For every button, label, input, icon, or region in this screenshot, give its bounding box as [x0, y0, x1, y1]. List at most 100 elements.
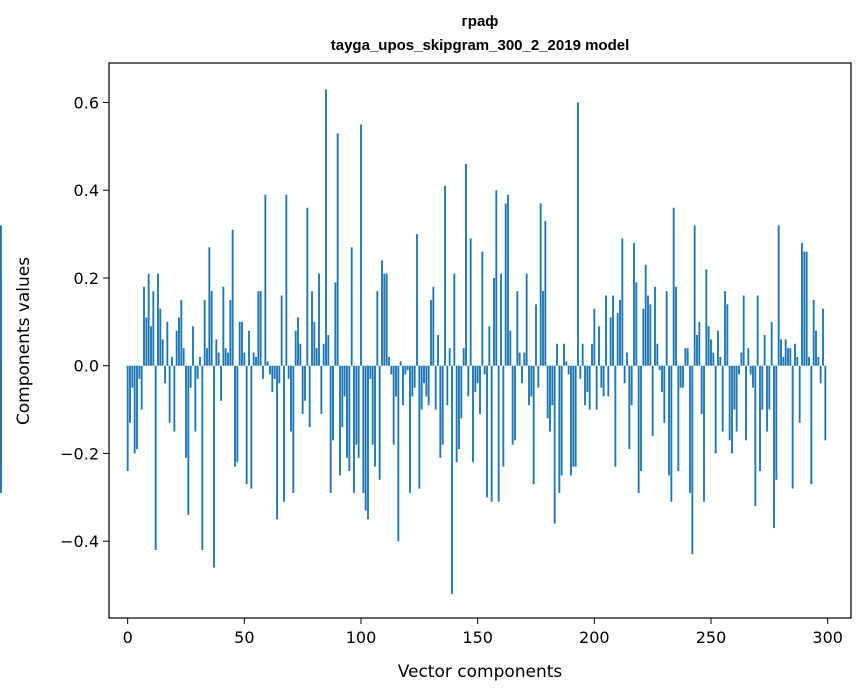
bar [129, 365, 131, 423]
x-tick-label: 0 [123, 628, 133, 647]
bar [187, 365, 190, 515]
bar [327, 335, 330, 366]
bar [402, 365, 404, 406]
bar [684, 348, 687, 366]
bar [346, 365, 348, 458]
bar [381, 260, 383, 366]
bar [147, 273, 150, 366]
bar [486, 365, 488, 498]
bar [231, 229, 234, 366]
bar-series [0, 89, 827, 594]
y-axis: −0.4 −0.2 0.0 0.2 0.4 0.6 [60, 93, 109, 551]
bar [588, 365, 591, 410]
bar [213, 365, 215, 568]
bar [164, 365, 166, 384]
bar [565, 361, 568, 366]
bar [745, 365, 747, 441]
bar [334, 282, 337, 366]
bar [791, 365, 794, 489]
bar [497, 365, 500, 502]
bar [171, 356, 173, 366]
bar [451, 365, 453, 594]
bar [341, 365, 344, 428]
bar [710, 339, 712, 366]
bar [479, 365, 481, 414]
bar [630, 365, 633, 406]
bar [591, 343, 593, 366]
bar [607, 365, 610, 397]
bar [672, 207, 675, 366]
bar [542, 291, 544, 366]
bar [595, 365, 598, 410]
bar [696, 335, 698, 366]
bar [810, 365, 813, 485]
bar [500, 273, 502, 366]
bar [397, 365, 400, 542]
bar [780, 339, 782, 366]
bar [705, 269, 708, 366]
bar [201, 365, 204, 550]
bar [441, 365, 444, 445]
bar [719, 356, 722, 366]
bar [574, 365, 577, 467]
bar [388, 356, 390, 366]
bar [357, 365, 360, 458]
bar [507, 194, 509, 366]
bar [633, 242, 635, 366]
bar [532, 365, 535, 485]
bar [280, 295, 283, 366]
bar [136, 365, 138, 450]
bar [243, 352, 246, 366]
x-tick-label: 200 [579, 628, 610, 647]
bar [747, 348, 750, 366]
chart-subtitle: tayga_upos_skipgram_300_2_2019 model [331, 37, 630, 54]
bar [262, 365, 264, 379]
bar [297, 317, 299, 366]
bar [0, 365, 2, 489]
bar [278, 365, 281, 384]
bar [614, 365, 617, 467]
bar [367, 365, 369, 520]
bar [208, 247, 211, 366]
bar [259, 291, 262, 366]
x-tick-label: 250 [696, 628, 727, 647]
bar [539, 203, 542, 366]
bar [584, 365, 586, 406]
bar [493, 277, 495, 366]
bar [647, 295, 649, 366]
bar [726, 304, 729, 366]
bar [495, 190, 498, 366]
bar [126, 365, 129, 472]
bar [420, 365, 423, 410]
bar [677, 365, 680, 472]
bar [642, 308, 645, 366]
bar [735, 365, 738, 432]
bar [458, 365, 460, 450]
bar [343, 365, 346, 397]
bar [196, 365, 199, 379]
bar [787, 348, 789, 366]
bar [336, 133, 339, 366]
bar [161, 339, 164, 366]
bar [250, 365, 253, 489]
bar [192, 326, 194, 366]
bar [754, 365, 757, 507]
bar [563, 343, 565, 366]
bar [558, 365, 561, 493]
bar [600, 365, 603, 388]
bar [409, 365, 411, 493]
bar [714, 365, 717, 454]
bar [733, 365, 736, 410]
bar [693, 225, 696, 366]
x-axis-label: Vector components [398, 662, 563, 682]
bar [742, 295, 745, 366]
bar [215, 339, 218, 366]
bar [294, 330, 297, 366]
bar [313, 321, 316, 366]
bar [362, 365, 365, 493]
bar [665, 291, 668, 366]
bar [248, 330, 250, 366]
bar [654, 286, 656, 366]
bar [703, 365, 705, 502]
bar [784, 339, 787, 366]
